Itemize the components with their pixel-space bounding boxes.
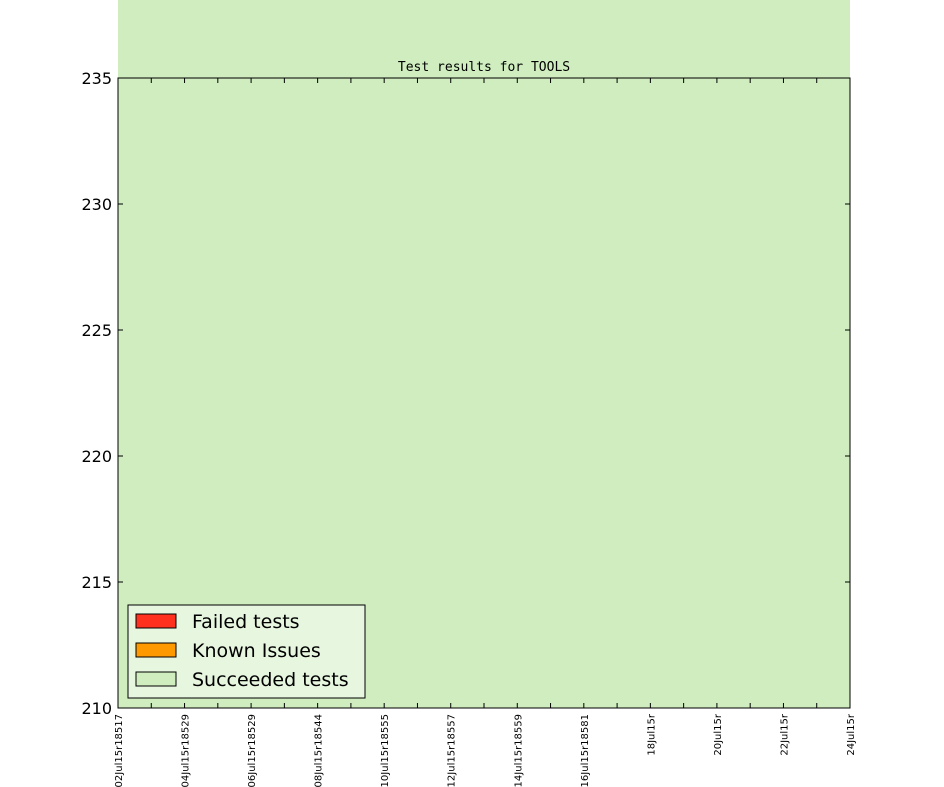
legend-label: Failed tests — [192, 611, 300, 633]
x-tick-label: 10Jul15r18555 — [380, 714, 391, 787]
y-tick-label: 215 — [81, 573, 112, 592]
y-tick-labels: 210 215 220 225 230 235 — [81, 69, 112, 718]
y-tick-label: 210 — [81, 699, 112, 718]
y-tick-label: 225 — [81, 321, 112, 340]
legend-swatch — [135, 642, 177, 658]
y-tick-label: 220 — [81, 447, 112, 466]
plot-frame — [117, 77, 851, 709]
x-tick-label: 12Jul15r18557 — [447, 714, 458, 787]
chart-title: Test results for TOOLS — [398, 60, 570, 75]
x-tick-label: 02Jul15r18517 — [114, 714, 125, 787]
x-tick-label: 24Jul15r — [846, 713, 857, 756]
y-tick-label: 235 — [81, 69, 112, 88]
y-tick-label: 230 — [81, 195, 112, 214]
x-tick-label: 14Jul15r18559 — [513, 714, 524, 787]
legend-swatch — [135, 671, 177, 687]
legend-label: Known Issues — [192, 640, 321, 662]
x-tick-label: 06Jul15r18529 — [247, 714, 258, 787]
stacked-areas — [118, 0, 850, 708]
x-tick-label: 08Jul15r18544 — [314, 714, 325, 787]
x-tick-label: 16Jul15r18581 — [580, 714, 591, 787]
x-tick-label: 18Jul15r — [646, 713, 657, 756]
x-tick-label: 04Jul15r18529 — [181, 714, 192, 787]
x-tick-label: 22Jul15r — [779, 713, 790, 756]
legend-label: Succeeded tests — [192, 669, 349, 691]
x-tick-labels: 02Jul15r18517 04Jul15r18529 06Jul15r18529 0… — [114, 713, 857, 787]
legend: Failed tests Known Issues Succeeded tests — [127, 604, 366, 699]
x-tick-label: 20Jul15r — [713, 713, 724, 756]
legend-swatch — [135, 613, 177, 629]
area-succeeded-tests — [118, 0, 850, 708]
